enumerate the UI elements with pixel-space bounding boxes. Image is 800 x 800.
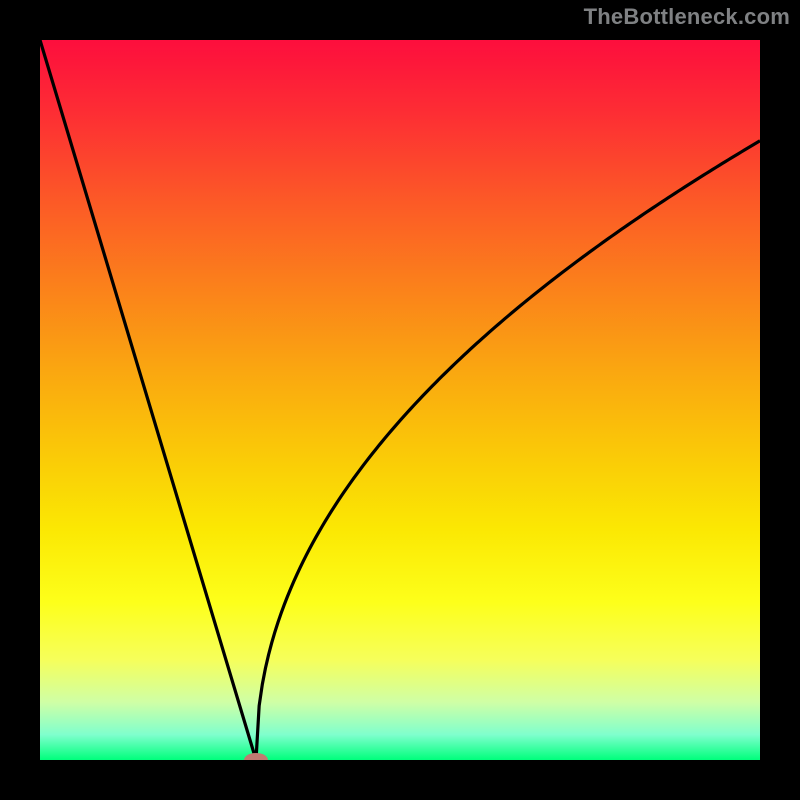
bottleneck-chart: TheBottleneck.com	[0, 0, 800, 800]
chart-svg	[0, 0, 800, 800]
watermark-text: TheBottleneck.com	[584, 4, 790, 30]
